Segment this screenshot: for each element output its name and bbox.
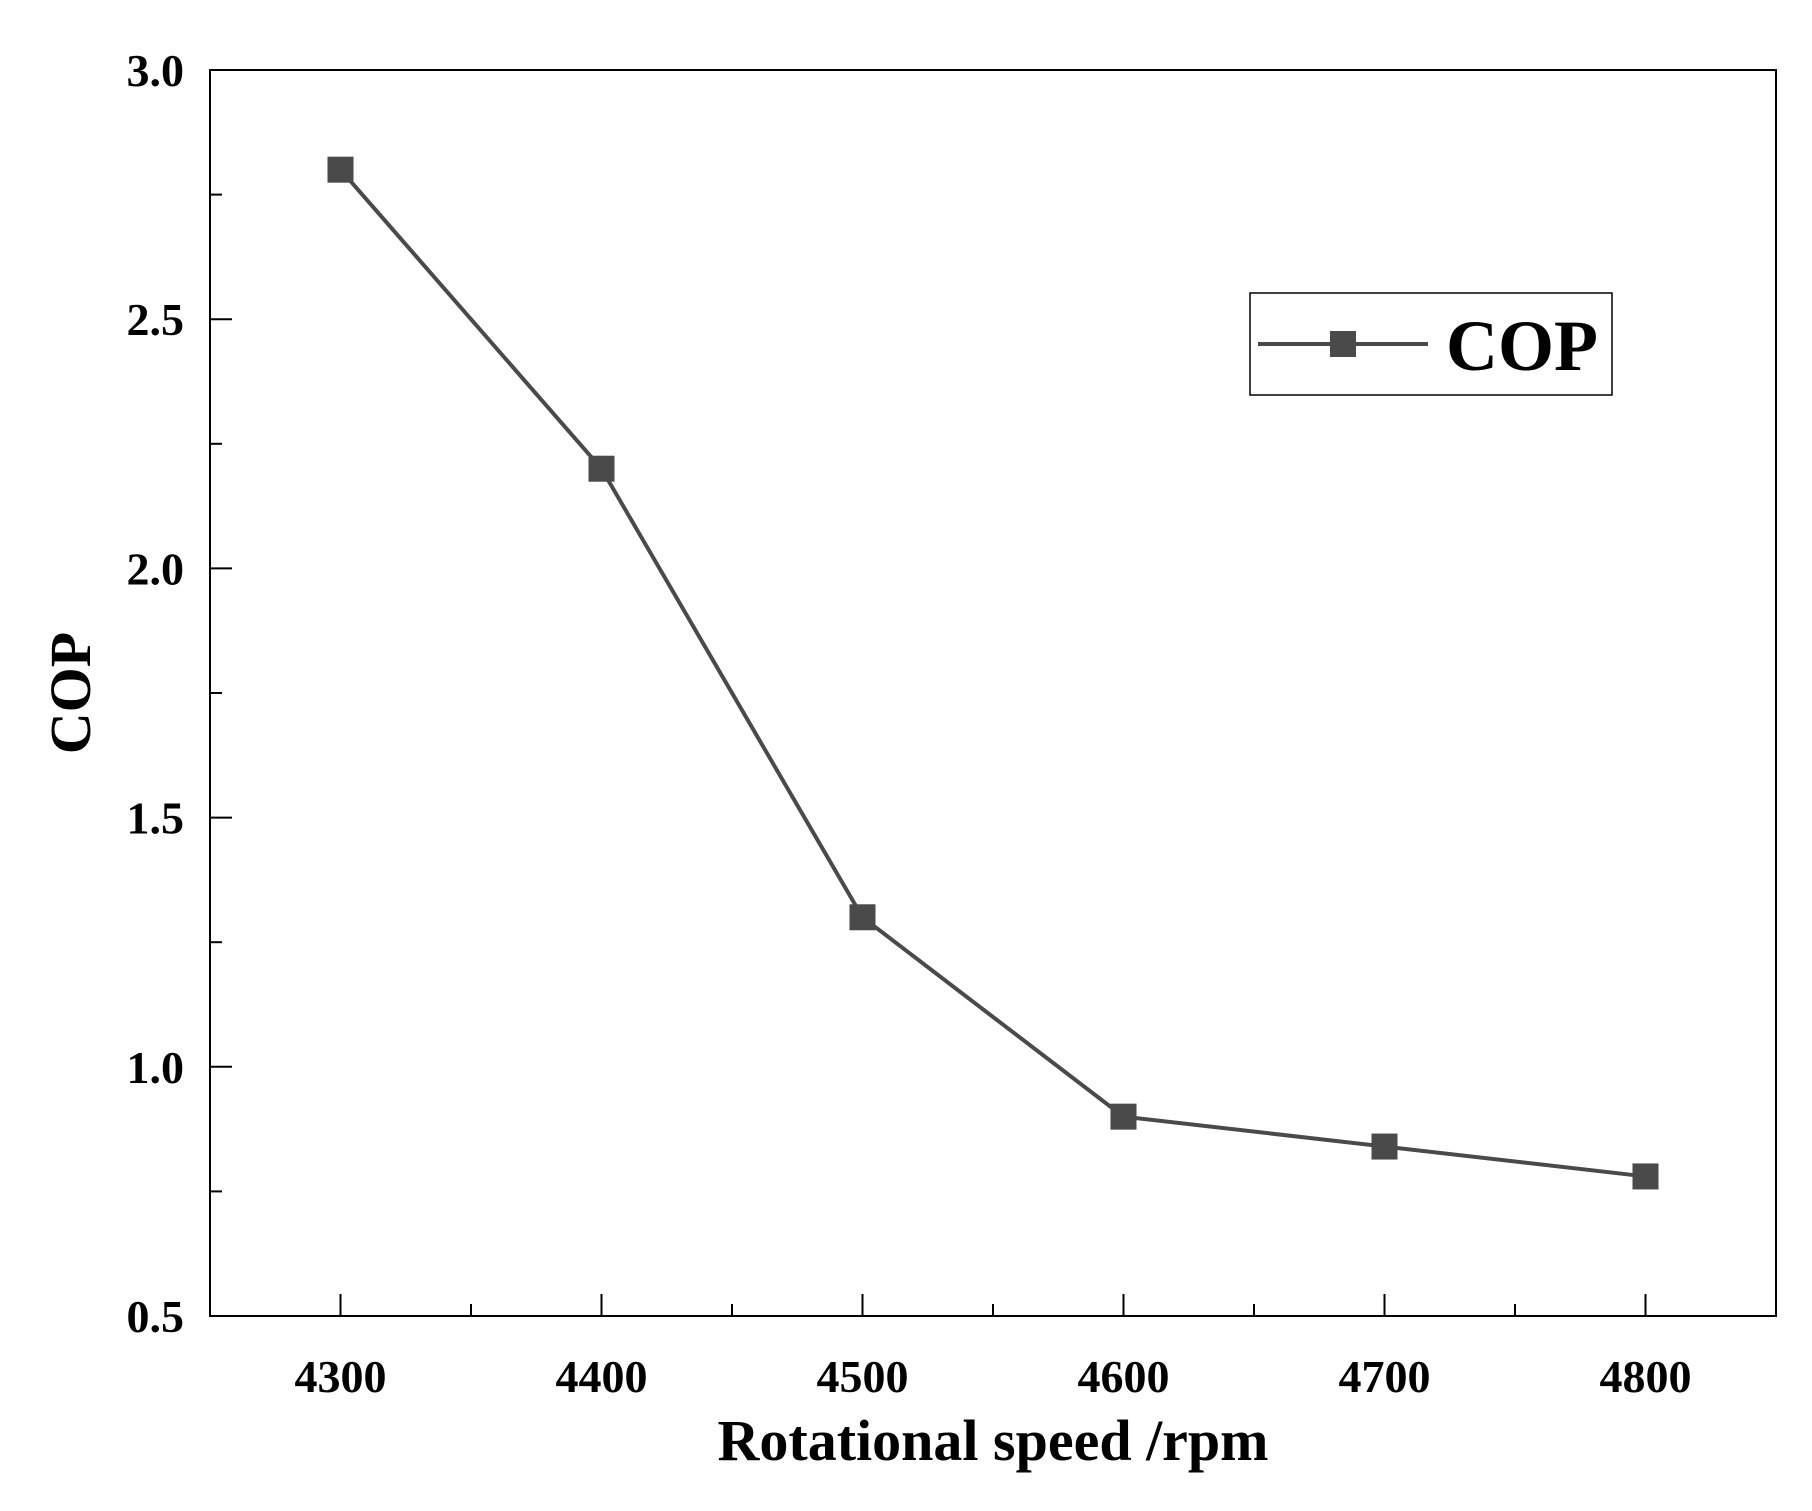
- y-tick-label: 3.0: [127, 45, 185, 96]
- data-point-cop: [1632, 1163, 1659, 1190]
- x-tick-label: 4400: [556, 1351, 648, 1402]
- y-tick-label: 1.5: [127, 793, 185, 844]
- y-tick-label: 0.5: [127, 1291, 185, 1342]
- legend-box: [1249, 292, 1613, 396]
- data-point-cop: [588, 455, 615, 482]
- data-point-cop: [1110, 1103, 1137, 1130]
- x-axis-label: Rotational speed /rpm: [718, 1408, 1269, 1473]
- x-ticks: 4300 4400 4500 4600 4700 4800: [295, 1294, 1692, 1402]
- y-axis-label: COP: [38, 632, 103, 754]
- legend: COP: [1249, 292, 1613, 396]
- series-line-cop: [338, 168, 1646, 1179]
- plot-frame: [209, 69, 1777, 1317]
- x-tick-label: 4600: [1078, 1351, 1170, 1402]
- y-ticks: 0.5 1.0 1.5 2.0 2.5 3.0: [127, 45, 232, 1342]
- x-tick-label: 4500: [817, 1351, 909, 1402]
- y-tick-label: 1.0: [127, 1042, 185, 1093]
- y-tick-label: 2.0: [127, 543, 185, 594]
- legend-label: COP: [1446, 306, 1598, 386]
- x-tick-label: 4300: [295, 1351, 387, 1402]
- series: [327, 156, 1659, 1190]
- data-point-cop: [327, 156, 354, 183]
- y-tick-label: 2.5: [127, 294, 185, 345]
- data-point-cop: [1371, 1133, 1398, 1160]
- data-point-cop: [849, 904, 876, 931]
- x-tick-label: 4800: [1600, 1351, 1692, 1402]
- legend-marker: [1330, 331, 1356, 357]
- x-tick-label: 4700: [1339, 1351, 1431, 1402]
